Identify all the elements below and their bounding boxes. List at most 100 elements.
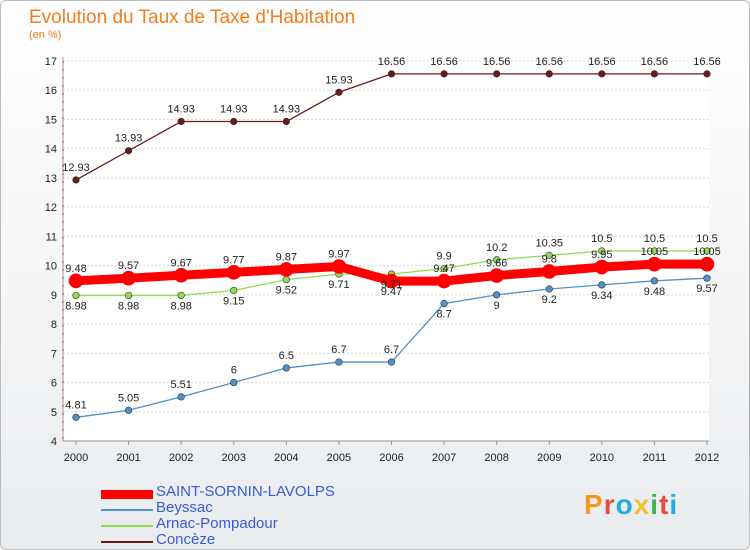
- data-label: 14.93: [167, 104, 195, 116]
- data-point: [177, 117, 185, 126]
- data-point: [124, 147, 133, 155]
- data-label: 8.98: [170, 300, 191, 312]
- data-point: [598, 247, 606, 255]
- data-point: [335, 88, 343, 96]
- data-label: 10.5: [696, 233, 717, 245]
- data-point: [384, 273, 399, 289]
- legend-swatch: [101, 525, 153, 527]
- chart-subtitle: (en %): [29, 29, 62, 41]
- x-tick-label: 2011: [643, 452, 667, 464]
- data-point: [699, 256, 715, 272]
- data-label: 12.93: [62, 162, 90, 174]
- data-label: 16.56: [535, 56, 563, 68]
- data-point: [72, 413, 80, 421]
- data-label: 5.51: [170, 379, 191, 391]
- data-point: [177, 393, 185, 401]
- y-tick-label: 14: [45, 144, 57, 156]
- data-point: [493, 70, 501, 78]
- legend-label: SAINT-SORNIN-LAVOLPS: [156, 483, 335, 500]
- x-tick-label: 2009: [537, 452, 561, 464]
- x-tick-label: 2000: [64, 452, 88, 464]
- data-point: [226, 265, 242, 280]
- data-label: 8.98: [65, 300, 86, 312]
- data-label: 14.93: [273, 104, 301, 116]
- data-point: [335, 358, 343, 366]
- data-label: 6.7: [384, 344, 399, 356]
- chart-title: Evolution du Taux de Taxe d'Habitation: [29, 7, 356, 28]
- data-point: [703, 274, 711, 282]
- data-point: [279, 262, 294, 277]
- y-tick-label: 6: [51, 378, 57, 390]
- data-label: 10.5: [644, 233, 665, 245]
- data-label: 9.2: [542, 294, 557, 306]
- data-point: [493, 291, 501, 299]
- data-label: 10.35: [535, 237, 563, 249]
- x-tick-label: 2005: [327, 452, 351, 464]
- data-label: 9.95: [591, 249, 612, 261]
- x-tick-label: 2007: [432, 452, 456, 464]
- y-tick-label: 11: [46, 231, 57, 243]
- data-point: [124, 291, 133, 300]
- data-label: 6.7: [331, 344, 346, 356]
- data-label: 5.05: [118, 392, 139, 404]
- data-label: 9.48: [65, 263, 86, 275]
- data-point: [387, 358, 396, 366]
- y-tick-label: 10: [45, 261, 57, 273]
- data-label: 9.71: [381, 279, 402, 291]
- y-tick-label: 5: [51, 407, 57, 419]
- data-point: [440, 264, 448, 273]
- x-tick-label: 2002: [169, 452, 193, 464]
- x-tick-label: 2012: [695, 452, 719, 464]
- data-point: [436, 273, 452, 289]
- data-point: [650, 247, 659, 255]
- data-label: 9.9: [436, 251, 451, 263]
- x-tick-label: 2004: [274, 452, 298, 464]
- data-label: 6.5: [279, 350, 294, 362]
- data-label: 9.87: [276, 251, 297, 263]
- data-label: 10.5: [591, 233, 612, 245]
- data-point: [493, 256, 501, 264]
- data-point: [230, 117, 238, 126]
- data-label: 14.93: [220, 104, 248, 116]
- data-label: 8.98: [118, 300, 139, 312]
- y-tick-label: 15: [45, 114, 57, 126]
- data-label: 9.66: [486, 258, 507, 270]
- data-point: [230, 286, 238, 295]
- data-label: 10.2: [486, 242, 507, 254]
- data-label: 9.97: [328, 248, 349, 260]
- data-label: 9.8: [542, 253, 557, 265]
- data-point: [541, 264, 557, 279]
- data-point: [282, 117, 290, 126]
- data-point: [177, 291, 185, 300]
- data-point: [703, 70, 711, 78]
- legend-label: Beyssac: [156, 499, 213, 516]
- data-label: 13.93: [115, 133, 143, 145]
- data-point: [598, 281, 606, 289]
- data-label: 16.56: [693, 56, 721, 68]
- data-point: [545, 70, 553, 78]
- data-point: [282, 364, 290, 372]
- data-label: 4.81: [65, 399, 86, 411]
- data-label: 9.15: [223, 295, 244, 307]
- data-point: [440, 300, 448, 308]
- data-point: [440, 70, 448, 78]
- data-point: [647, 256, 662, 272]
- data-point: [230, 378, 238, 387]
- y-tick-label: 17: [45, 56, 57, 68]
- y-tick-label: 13: [45, 173, 57, 185]
- data-point: [545, 285, 553, 293]
- data-label: 9.34: [591, 290, 612, 302]
- legend-swatch: [101, 509, 153, 511]
- data-point: [282, 276, 290, 284]
- data-label: 9.77: [223, 254, 244, 266]
- data-label: 16.56: [378, 56, 406, 68]
- data-point: [387, 70, 396, 78]
- data-label: 9.57: [118, 260, 139, 272]
- data-point: [598, 70, 606, 78]
- data-point: [703, 247, 711, 255]
- y-tick-label: 7: [51, 348, 57, 360]
- data-point: [650, 277, 659, 285]
- x-tick-label: 2010: [590, 452, 614, 464]
- data-label: 16.56: [641, 56, 669, 68]
- data-point: [124, 406, 133, 414]
